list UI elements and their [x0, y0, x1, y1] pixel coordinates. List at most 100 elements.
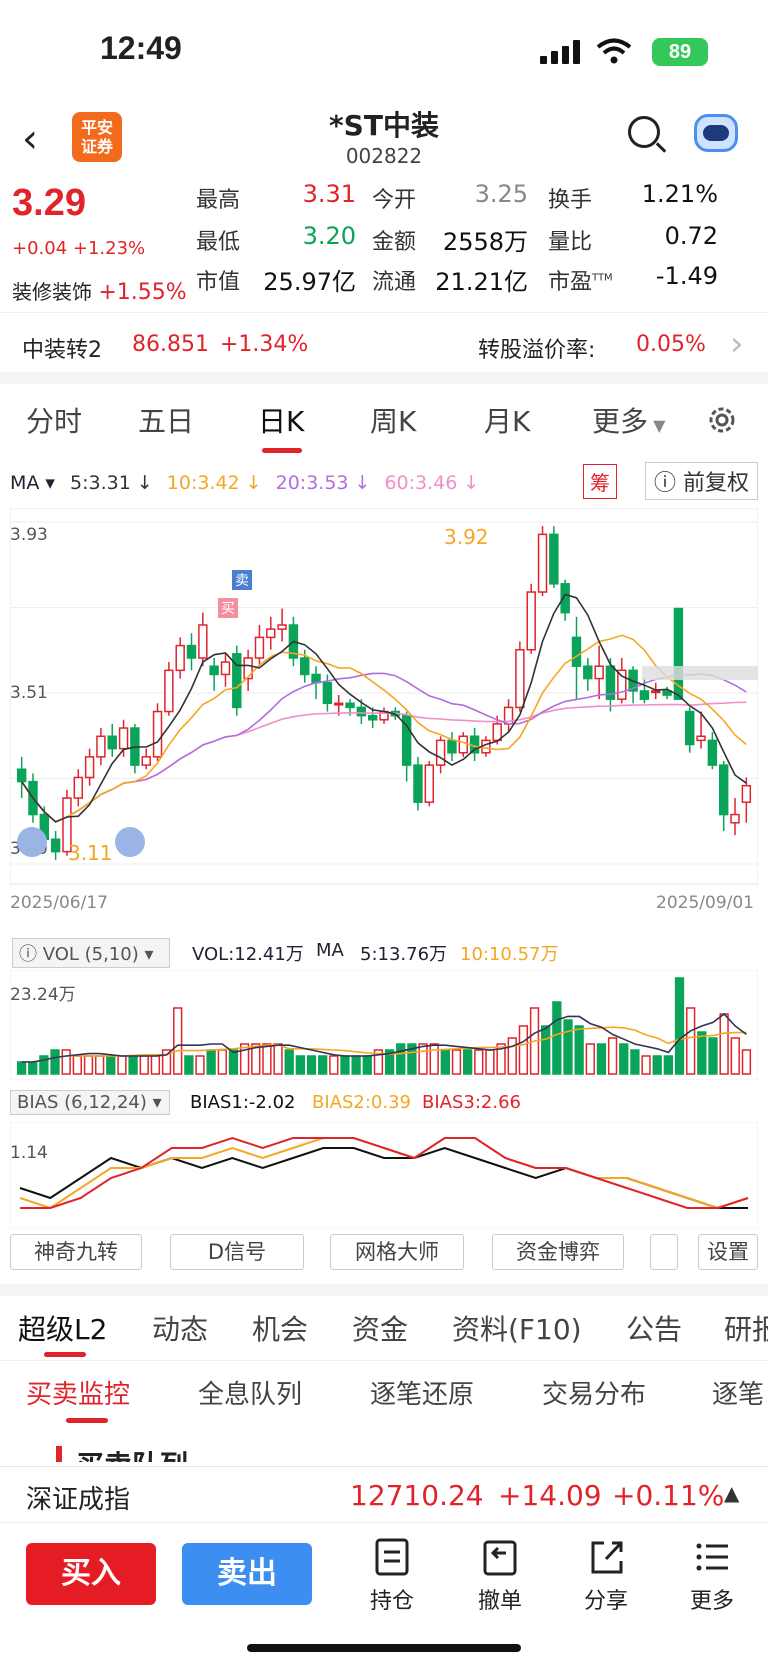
index-ticker[interactable]: 深证成指 12710.24 +14.09 +0.11% ▲ [0, 1466, 768, 1522]
candle-body [322, 681, 333, 705]
zoom-icon[interactable] [115, 827, 145, 857]
ma10-line [21, 634, 747, 823]
tab-funds[interactable]: 资金 [352, 1313, 409, 1346]
candle-body [141, 756, 151, 766]
volume-bar [719, 1013, 729, 1075]
candle-body [639, 690, 650, 700]
tab-opportunity[interactable]: 机会 [252, 1313, 309, 1346]
tab-monthly-k[interactable]: 月K [484, 405, 531, 438]
d-signal-button[interactable]: D信号 [170, 1234, 304, 1270]
candle-body [220, 661, 231, 676]
volume-bar [329, 1055, 339, 1075]
ttm-sup: TTM [592, 272, 613, 284]
candle-body [718, 764, 729, 816]
volume-bar [28, 1061, 38, 1075]
tab-trade-monitor[interactable]: 买卖监控 [26, 1380, 131, 1410]
tab-daily-k[interactable]: 日K [258, 405, 305, 438]
settings-gear-icon[interactable] [706, 404, 738, 436]
more-tool-button[interactable] [650, 1234, 678, 1270]
cancel-order-button[interactable]: 撤单 [460, 1537, 540, 1615]
fund-game-button[interactable]: 资金博弈 [492, 1234, 624, 1270]
tab-super-l2[interactable]: 超级L2 [18, 1313, 108, 1346]
tab-news[interactable]: 动态 [152, 1313, 209, 1346]
bias3-value: BIAS3:2.66 [422, 1092, 521, 1113]
signal-icon [540, 40, 580, 64]
bond-price: 86.851 [132, 332, 209, 357]
quote-value: 3.20 [302, 222, 356, 250]
tab-more[interactable]: 更多 ▼ [592, 400, 665, 440]
volume-bar [496, 1043, 506, 1075]
volume-bar [686, 1007, 696, 1075]
vol-indicator-select[interactable]: ⓘ VOL (5,10) ▾ [12, 938, 170, 968]
holdings-button[interactable]: 持仓 [352, 1537, 432, 1615]
quote-value: 0.72 [664, 222, 718, 250]
sector[interactable]: 装修装饰 +1.55% [12, 276, 187, 305]
sell-button[interactable]: 卖出 [182, 1543, 312, 1605]
candle-body [662, 690, 672, 696]
magic-nine-button[interactable]: 神奇九转 [10, 1234, 142, 1270]
tab-announcements[interactable]: 公告 [626, 1313, 683, 1346]
share-button[interactable]: 分享 [566, 1537, 646, 1615]
wifi-icon [596, 38, 632, 64]
candle-body [413, 764, 423, 803]
settings-button[interactable]: 设置 [698, 1234, 758, 1270]
ma20-line [21, 672, 747, 823]
grid-master-button[interactable]: 网格大师 [330, 1234, 464, 1270]
vol-indicator-label: VOL (5,10) [42, 944, 139, 965]
candle-body [707, 739, 718, 766]
tab-f10[interactable]: 资料(F10) [452, 1313, 582, 1346]
ma-label-text: MA [10, 472, 40, 494]
ma-item: 60:3.46 ↓ [384, 472, 480, 494]
candle-body [50, 838, 61, 853]
tab-weekly-k[interactable]: 周K [370, 405, 417, 438]
quote-label: 量比 [548, 230, 593, 255]
candle-body [356, 706, 367, 717]
quote-value: 3.25 [474, 180, 528, 208]
tab-research[interactable]: 研报 [724, 1313, 768, 1346]
more-menu-icon [696, 1543, 728, 1571]
vol-value: VOL:12.41万 [192, 944, 304, 965]
volume-bar [150, 1055, 161, 1075]
candle-body [458, 735, 468, 754]
back-icon[interactable]: ‹ [22, 116, 38, 162]
x-axis-start-date: 2025/06/17 [10, 893, 108, 912]
indicator-tools: 神奇九转 D信号 网格大师 资金博弈 设置 [0, 1234, 768, 1274]
buy-button[interactable]: 买入 [26, 1543, 156, 1605]
bias-chart[interactable]: 1.14 [10, 1122, 758, 1228]
bias2-value: BIAS2:0.39 [312, 1092, 411, 1113]
volume-bar [384, 1049, 395, 1075]
tab-order-queue[interactable]: 全息队列 [198, 1380, 303, 1410]
volume-chart[interactable]: 23.24万 [10, 970, 758, 1080]
tab-intraday[interactable]: 分时 [26, 405, 83, 438]
y-axis-label: 3.93 [10, 525, 48, 545]
chip-distribution-button[interactable]: 筹 [582, 463, 617, 499]
tab-five-day[interactable]: 五日 [138, 405, 195, 438]
assistant-robot-icon[interactable] [694, 114, 738, 152]
volume-bar [228, 1049, 239, 1075]
convertible-bond-row[interactable]: 中装转2 86.851 +1.34% 转股溢价率: 0.05% › [0, 320, 768, 372]
divider [0, 1360, 768, 1361]
quote-value: -1.49 [655, 262, 718, 290]
bias-indicator-select[interactable]: BIAS (6,12,24) ▾ [10, 1090, 170, 1115]
quote-value: 25.97亿 [263, 268, 356, 296]
tab-trade-distribution[interactable]: 交易分布 [542, 1380, 647, 1410]
volume-bar [16, 1061, 27, 1075]
sell-marker: 卖 [235, 573, 249, 589]
volume-bar [318, 1055, 328, 1075]
tab-tick-replay[interactable]: 逐笔还原 [370, 1380, 475, 1410]
volume-bar [407, 1043, 417, 1075]
scroll-left-icon[interactable] [17, 827, 47, 857]
adjust-button[interactable]: ⓘ 前复权 [644, 462, 758, 500]
holdings-label: 持仓 [369, 1589, 414, 1614]
quote-label: 市值 [196, 270, 241, 295]
candle-body [617, 669, 627, 700]
candle-body [685, 710, 695, 746]
more-button[interactable]: 更多 [672, 1537, 752, 1615]
candle-body [447, 739, 457, 754]
search-icon[interactable] [628, 116, 660, 148]
tab-tick-more[interactable]: 逐笔 [712, 1380, 765, 1410]
kline-chart[interactable]: 3.933.513.102025/06/172025/09/013.923.11… [10, 508, 758, 912]
ma-label[interactable]: MA ▾ [10, 472, 55, 494]
quote-label: 最低 [196, 230, 241, 255]
expand-up-icon[interactable]: ▲ [724, 1481, 740, 1505]
